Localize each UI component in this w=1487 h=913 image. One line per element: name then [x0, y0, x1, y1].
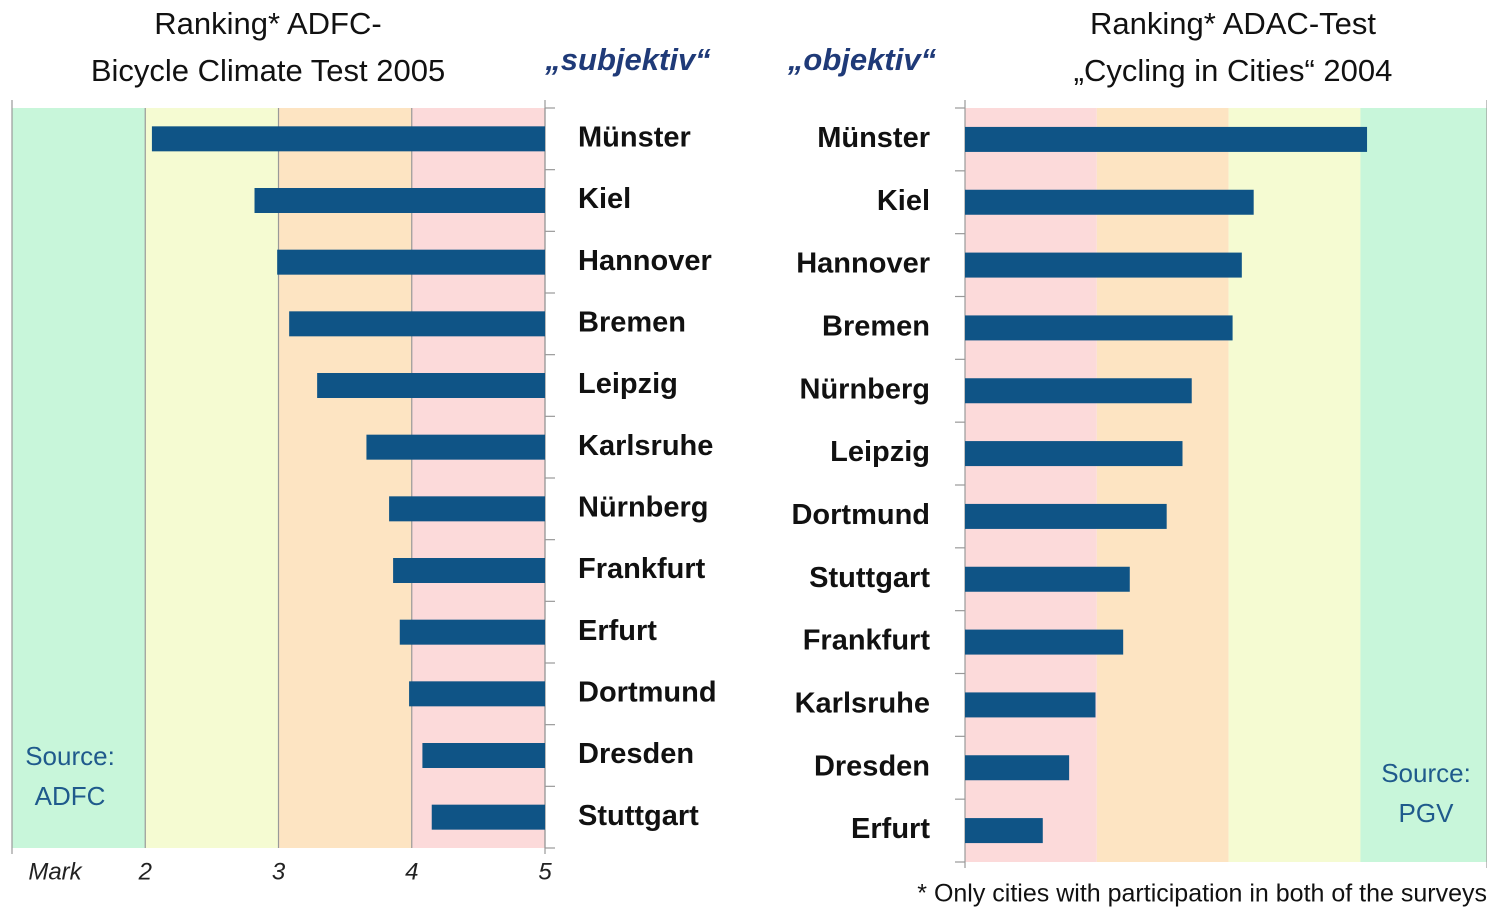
chart-title: Ranking* ADFC- — [154, 6, 381, 41]
category-label: Stuttgart — [809, 562, 930, 594]
bar — [366, 434, 545, 460]
bar — [277, 249, 545, 275]
footnote: * Only cities with participation in both… — [917, 880, 1487, 908]
bar — [431, 804, 545, 830]
category-label: Leipzig — [578, 368, 678, 400]
x-tick-label: 4 — [405, 858, 418, 885]
category-label: Leipzig — [830, 436, 930, 468]
band — [278, 108, 412, 848]
bar — [965, 252, 1242, 278]
source-note: PGV — [1399, 798, 1455, 828]
category-label: Hannover — [578, 245, 712, 277]
band — [1096, 108, 1229, 862]
category-label: Dresden — [578, 738, 694, 770]
category-label: Münster — [817, 122, 930, 154]
bar — [389, 496, 545, 522]
x-tick-label: 5 — [538, 858, 552, 885]
bar — [399, 619, 545, 645]
x-axis-label: Mark — [28, 858, 83, 885]
bar — [965, 441, 1183, 467]
x-tick-label: 3 — [272, 858, 286, 885]
chart-title: Bicycle Climate Test 2005 — [91, 53, 445, 88]
category-label: Dortmund — [578, 676, 717, 708]
bar — [965, 692, 1096, 718]
source-note: ADFC — [35, 781, 106, 811]
category-label: Karlsruhe — [795, 688, 930, 720]
band — [1228, 108, 1361, 862]
bar — [965, 189, 1254, 215]
category-label: Erfurt — [851, 813, 930, 845]
x-tick-label: 2 — [138, 858, 152, 885]
chart-title: „Cycling in Cities“ 2004 — [1074, 53, 1393, 88]
category-label: Dortmund — [791, 499, 930, 531]
chart-subtitle: „subjektiv“ — [544, 42, 711, 77]
category-label: Nürnberg — [578, 491, 709, 523]
chart-subtitle: „objektiv“ — [787, 42, 937, 77]
category-label: Stuttgart — [578, 800, 699, 832]
bar — [965, 126, 1368, 152]
band — [145, 108, 279, 848]
source-note: Source: — [25, 741, 115, 771]
category-label: Münster — [578, 121, 691, 153]
category-label: Kiel — [578, 183, 631, 215]
bar — [965, 378, 1192, 404]
bar — [409, 681, 545, 707]
bar — [317, 373, 545, 398]
category-label: Bremen — [578, 306, 686, 338]
category-label: Dresden — [814, 750, 930, 782]
bar — [965, 566, 1130, 592]
band — [12, 108, 146, 848]
bar — [289, 311, 545, 337]
chart-title: Ranking* ADAC-Test — [1090, 6, 1376, 41]
category-label: Kiel — [877, 185, 930, 217]
band — [411, 108, 545, 848]
category-label: Karlsruhe — [578, 430, 713, 462]
bar — [965, 503, 1167, 529]
category-label: Erfurt — [578, 615, 657, 647]
bar — [254, 188, 545, 213]
bar — [422, 743, 545, 768]
bar — [393, 558, 545, 583]
category-label: Bremen — [822, 311, 930, 343]
category-label: Frankfurt — [578, 553, 706, 585]
category-label: Hannover — [796, 248, 930, 280]
category-label: Nürnberg — [800, 373, 931, 405]
category-label: Frankfurt — [803, 625, 931, 657]
bar — [965, 818, 1043, 844]
bar — [965, 629, 1124, 655]
source-note: Source: — [1381, 758, 1471, 788]
bar — [965, 755, 1070, 781]
bar — [151, 126, 545, 152]
band — [965, 108, 1097, 862]
band — [1360, 108, 1487, 862]
bar — [965, 315, 1233, 341]
